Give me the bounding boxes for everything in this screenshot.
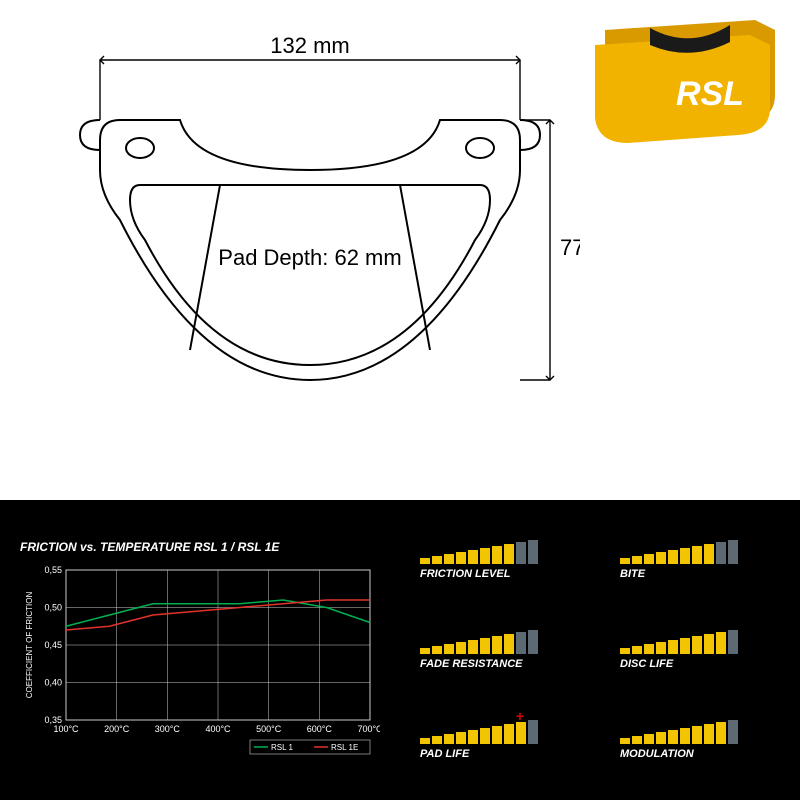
svg-text:RSL 1: RSL 1: [271, 743, 293, 752]
svg-text:0,55: 0,55: [44, 565, 62, 575]
product-image: RSL: [580, 0, 790, 150]
product-logo: RSL: [676, 75, 744, 113]
rating-label: DISC LIFE: [620, 658, 673, 670]
svg-text:0,45: 0,45: [44, 640, 62, 650]
svg-text:RSL 1E: RSL 1E: [331, 743, 358, 752]
diagram-svg: 132 mm 77 mm: [20, 20, 580, 460]
pad-depth-label: Pad Depth: 62 mm: [218, 245, 401, 270]
rating-label: MODULATION: [620, 748, 694, 760]
plus-icon: +: [516, 708, 524, 724]
rating-pad-life: +PAD LIFE: [420, 720, 580, 780]
svg-text:100°C: 100°C: [53, 724, 79, 734]
rating-label: FRICTION LEVEL: [420, 568, 510, 580]
pad-dimension-diagram: 132 mm 77 mm: [20, 20, 580, 460]
rating-disc-life: DISC LIFE: [620, 630, 780, 690]
svg-text:0,50: 0,50: [44, 603, 62, 613]
svg-text:300°C: 300°C: [155, 724, 181, 734]
svg-text:700°C: 700°C: [357, 724, 380, 734]
chart-svg: 0,350,400,450,500,55100°C200°C300°C400°C…: [20, 560, 380, 760]
svg-text:COEFFICIENT OF FRICTION: COEFFICIENT OF FRICTION: [25, 592, 34, 699]
performance-panel: FRICTION vs. TEMPERATURE RSL 1 / RSL 1E …: [0, 500, 800, 800]
ratings-grid: FRICTION LEVEL BITE FADE RESISTANCE DISC LI…: [420, 540, 780, 780]
height-label: 77 mm: [560, 235, 580, 260]
rating-label: PAD LIFE: [420, 748, 469, 760]
chart-title: FRICTION vs. TEMPERATURE RSL 1 / RSL 1E: [20, 540, 380, 554]
friction-temperature-chart: FRICTION vs. TEMPERATURE RSL 1 / RSL 1E …: [20, 540, 380, 780]
rating-label: FADE RESISTANCE: [420, 658, 522, 670]
rating-label: BITE: [620, 568, 645, 580]
top-section: 132 mm 77 mm: [0, 0, 800, 480]
svg-text:400°C: 400°C: [205, 724, 231, 734]
rating-friction-level: FRICTION LEVEL: [420, 540, 580, 600]
rating-bite: BITE: [620, 540, 780, 600]
width-label: 132 mm: [270, 33, 349, 58]
svg-text:500°C: 500°C: [256, 724, 282, 734]
svg-text:200°C: 200°C: [104, 724, 130, 734]
rating-fade-resistance: FADE RESISTANCE: [420, 630, 580, 690]
svg-text:600°C: 600°C: [307, 724, 333, 734]
svg-text:0,40: 0,40: [44, 678, 62, 688]
rating-modulation: MODULATION: [620, 720, 780, 780]
